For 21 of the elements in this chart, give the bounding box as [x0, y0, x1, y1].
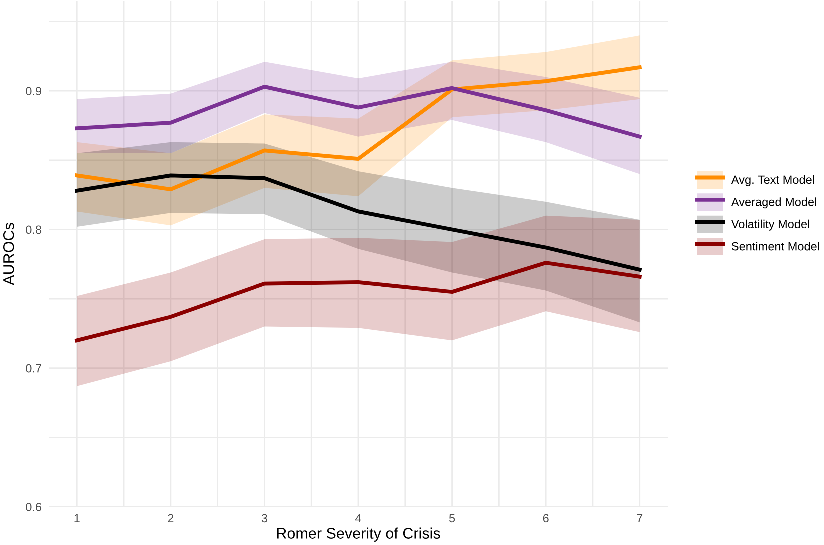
x-tick-label: 2 [168, 514, 174, 522]
line-series [75, 66, 642, 192]
y-tick-label: 0.9 [26, 87, 42, 96]
legend-label: Sentiment Model [732, 242, 820, 251]
x-tick-label: 3 [262, 514, 268, 523]
y-tick-label: 0.7 [26, 364, 42, 373]
y-tick-label: 0.8 [26, 226, 42, 234]
legend-label: Averaged Model [731, 198, 816, 209]
x-axis-title: Romer Severity of Crisis [277, 528, 440, 542]
line-series [75, 261, 642, 343]
x-tick-label: 7 [637, 514, 643, 522]
x-tick-label: 1 [74, 514, 80, 522]
line-series [75, 85, 642, 139]
y-tick-label: 0.6 [26, 503, 42, 512]
x-tick-label: 4 [355, 514, 362, 522]
x-tick-label: 5 [449, 514, 456, 523]
line-series [75, 174, 642, 272]
legend-label: Volatility Model [731, 220, 810, 231]
y-axis-title: AUROCs [3, 223, 14, 286]
x-tick-label: 6 [543, 514, 549, 523]
legend-label: Avg. Text Model [731, 175, 814, 186]
